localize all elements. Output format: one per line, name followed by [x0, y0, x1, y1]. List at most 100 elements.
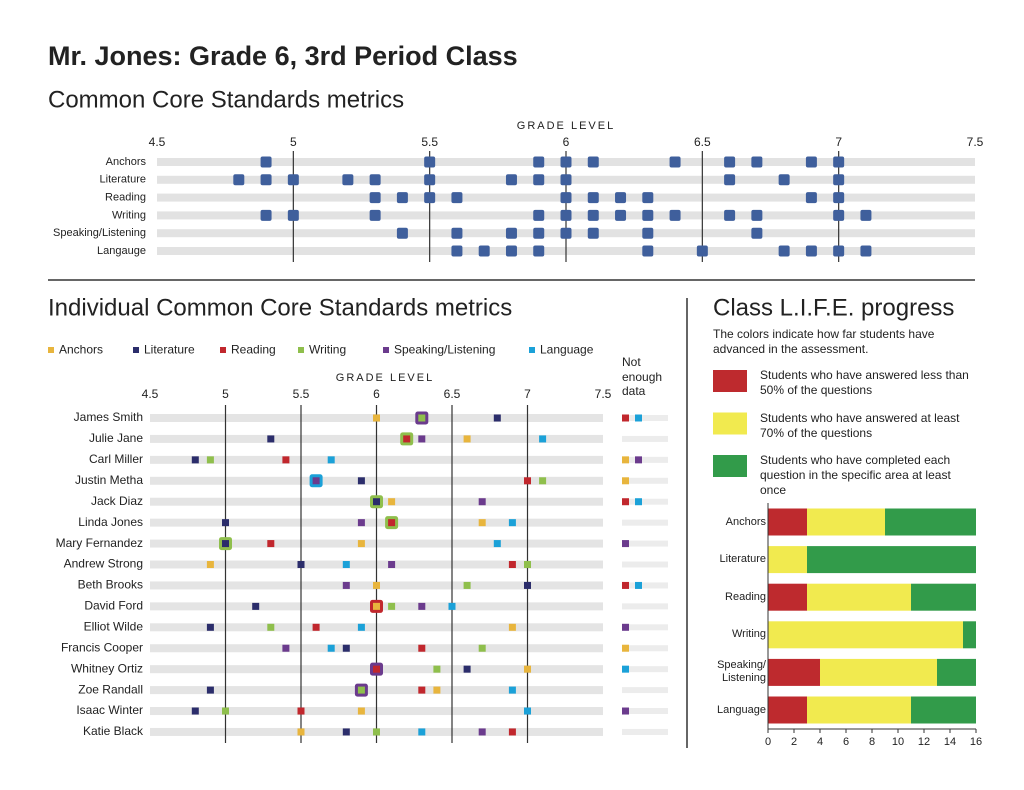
x-tick-label: 4: [817, 736, 823, 748]
data-dot: [369, 209, 381, 221]
student-name: Mary Fernandez: [56, 536, 143, 550]
missing-band: [622, 708, 668, 715]
data-dot: [805, 192, 817, 204]
dot-marker: [418, 602, 426, 610]
dot-marker: [312, 623, 320, 631]
data-dot: [615, 209, 627, 221]
data-dot: [778, 174, 790, 186]
dot-marker: [478, 728, 486, 736]
x-tick-label: 5.5: [293, 387, 310, 401]
x-tick-label: 7.5: [595, 387, 612, 401]
dot-marker: [191, 456, 199, 464]
dot-marker: [418, 728, 426, 736]
data-dot: [833, 209, 845, 221]
missing-band: [622, 687, 668, 694]
dot-marker: [463, 435, 471, 443]
dot-marker: [524, 477, 531, 485]
dot-marker: [388, 602, 396, 610]
bar-segment: [807, 583, 911, 611]
dot-marker: [373, 581, 380, 589]
data-dot: [833, 245, 845, 257]
dot-marker: [222, 540, 229, 548]
x-tick-label: 7.5: [967, 135, 984, 149]
x-tick-label: 6: [843, 736, 849, 748]
missing-band: [622, 728, 668, 735]
missing-band: [622, 540, 668, 547]
student-name: Isaac Winter: [76, 703, 143, 717]
missing-band: [622, 561, 668, 568]
dot-marker: [327, 644, 335, 652]
student-name: Andrew Strong: [64, 557, 143, 571]
x-axis-label: GRADE LEVEL: [336, 372, 434, 384]
data-dot: [287, 174, 299, 186]
missing-marker: [635, 414, 642, 422]
missing-band: [622, 498, 668, 505]
data-dot: [833, 174, 845, 186]
missing-marker: [635, 456, 642, 464]
student-name: Linda Jones: [78, 515, 143, 529]
student-name: Francis Cooper: [61, 640, 143, 654]
legend-swatch: [298, 347, 304, 353]
data-dot: [287, 209, 299, 221]
data-dot: [560, 174, 572, 186]
legend-swatch: [383, 347, 389, 353]
missing-marker: [622, 665, 629, 673]
data-dot: [369, 192, 381, 204]
student-name: Justin Metha: [75, 473, 143, 487]
dot-marker: [342, 581, 350, 589]
data-dot: [424, 174, 436, 186]
dot-marker: [524, 581, 531, 589]
dot-marker: [478, 498, 486, 506]
data-dot: [724, 174, 736, 186]
data-dot: [260, 209, 272, 221]
x-tick-label: 4.5: [149, 135, 166, 149]
legend-label: Reading: [231, 343, 276, 357]
legend-swatch: [220, 347, 226, 353]
data-dot: [751, 209, 763, 221]
chart-description: The colors indicate how far students hav…: [713, 327, 935, 356]
missing-band: [622, 477, 668, 484]
dot-marker: [282, 644, 290, 652]
bar-segment: [885, 508, 976, 536]
dot-marker: [297, 728, 305, 736]
student-name: Katie Black: [83, 724, 144, 738]
dot-marker: [448, 602, 456, 610]
dot-marker: [282, 456, 290, 464]
missing-marker: [622, 456, 629, 464]
legend-label: Writing: [309, 343, 346, 357]
x-tick-label: 7: [835, 135, 842, 149]
dot-marker: [403, 435, 411, 443]
student-name: Zoe Randall: [78, 682, 143, 696]
legend-label: Anchors: [59, 343, 103, 357]
data-dot: [724, 209, 736, 221]
missing-band: [622, 435, 668, 442]
chart-title: Common Core Standards metrics: [48, 86, 404, 113]
student-name: Whitney Ortiz: [71, 661, 143, 675]
dot-marker: [357, 686, 365, 694]
dot-marker: [493, 540, 501, 548]
row-label: Langauge: [97, 245, 146, 257]
dot-marker: [357, 707, 365, 715]
x-tick-label: 2: [791, 736, 797, 748]
x-tick-label: 5: [222, 387, 229, 401]
dot-marker: [373, 602, 380, 610]
missing-marker: [622, 623, 629, 631]
dot-marker: [478, 519, 486, 527]
x-tick-label: 6: [373, 387, 380, 401]
x-tick-label: 14: [944, 736, 956, 748]
data-dot: [369, 174, 381, 186]
dot-marker: [222, 707, 229, 715]
missing-marker: [635, 498, 642, 506]
dot-marker: [508, 686, 516, 694]
category-label: Literature: [719, 553, 766, 566]
dot-marker: [418, 644, 426, 652]
dot-marker: [357, 623, 365, 631]
row-label: Literature: [100, 174, 146, 186]
data-dot: [860, 209, 872, 221]
data-dot: [505, 245, 517, 257]
data-dot: [805, 156, 817, 168]
missing-band: [622, 415, 668, 421]
legend-label: Students who have answered less than 50%…: [760, 368, 969, 397]
legend-swatch: [529, 347, 535, 353]
data-dot: [751, 156, 763, 168]
